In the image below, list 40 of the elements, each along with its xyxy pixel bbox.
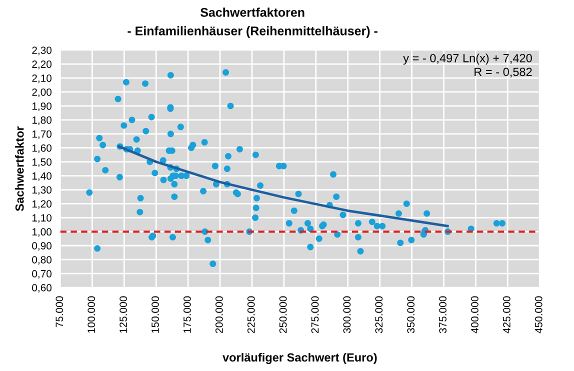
y-tick-label: 2,10 — [32, 74, 52, 84]
x-tick-label: 125.000 — [120, 296, 127, 333]
x-tick-label: 200.000 — [215, 296, 223, 333]
y-tick-label: 1,80 — [32, 116, 52, 126]
y-tick-label: 2,30 — [32, 46, 52, 56]
y-tick-label: 0,90 — [32, 242, 52, 251]
y-axis-title: Sachwertfaktor — [15, 126, 24, 212]
y-tick-label: 1,10 — [32, 214, 52, 223]
x-tick-label: 375.000 — [439, 296, 446, 334]
chart-title: Sachwertfaktoren — [200, 8, 304, 17]
chart-subtitle: - Einfamilienhäuser (Reihenmittelhäuser) - — [128, 26, 378, 38]
x-tick-label: 75.000 — [56, 296, 64, 328]
x-tick-label: 450.000 — [534, 296, 542, 334]
x-tick-label: 275.000 — [311, 296, 319, 333]
x-axis-title: vorläufiger Sachwert (Euro) — [222, 352, 377, 364]
x-tick-label: 350.000 — [407, 296, 415, 334]
annotation: y = - 0,497 Ln(x) + 7,420 — [403, 54, 532, 65]
y-tick-label: 1,00 — [32, 228, 52, 237]
y-tick-label: 0,60 — [32, 284, 52, 293]
y-tick-label: 0,70 — [32, 270, 52, 279]
x-tick-label: 150.000 — [152, 296, 159, 333]
x-tick-label: 250.000 — [279, 296, 287, 333]
annotation: R = - 0,582 — [474, 68, 532, 78]
x-tick-label: 300.000 — [343, 296, 351, 334]
x-tick-label: 225.000 — [247, 296, 255, 333]
y-tick-label: 1,50 — [32, 158, 52, 167]
x-tick-label: 175.000 — [184, 296, 191, 333]
y-tick-label: 1,40 — [32, 172, 52, 181]
y-tick-label: 1,30 — [32, 186, 52, 195]
x-tick-label: 100.000 — [88, 296, 96, 333]
y-tick-label: 0,80 — [32, 256, 52, 265]
y-tick-label: 2,20 — [32, 60, 52, 70]
y-tick-label: 1,60 — [32, 144, 52, 153]
y-tick-label: 1,70 — [32, 130, 52, 139]
x-tick-label: 325.000 — [375, 296, 383, 334]
y-tick-label: 1,20 — [32, 200, 52, 209]
x-tick-label: 425.000 — [503, 296, 510, 334]
y-tick-label: 2,00 — [32, 88, 52, 98]
y-tick-label: 1,90 — [32, 102, 52, 112]
x-tick-label: 400.000 — [471, 296, 478, 334]
